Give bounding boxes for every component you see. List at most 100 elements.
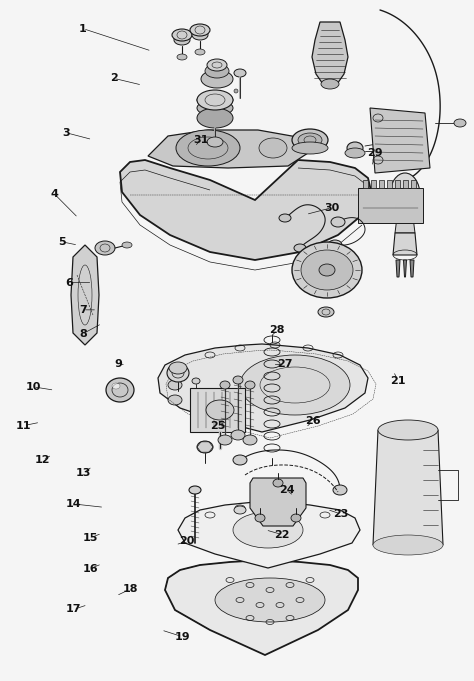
Text: 28: 28: [270, 326, 285, 335]
Ellipse shape: [289, 506, 301, 514]
Ellipse shape: [205, 64, 229, 78]
Text: 10: 10: [26, 382, 41, 392]
Ellipse shape: [262, 496, 274, 504]
Text: 31: 31: [194, 135, 209, 144]
Ellipse shape: [373, 535, 443, 555]
Ellipse shape: [321, 79, 339, 89]
Text: 16: 16: [82, 564, 98, 573]
Text: 3: 3: [63, 128, 70, 138]
Polygon shape: [190, 388, 245, 432]
Ellipse shape: [259, 138, 287, 158]
Text: 24: 24: [279, 486, 294, 495]
Ellipse shape: [167, 364, 189, 382]
Ellipse shape: [197, 108, 233, 128]
Ellipse shape: [192, 30, 208, 40]
Polygon shape: [410, 260, 414, 277]
Ellipse shape: [454, 119, 466, 127]
Ellipse shape: [240, 355, 350, 415]
Polygon shape: [395, 217, 415, 233]
Ellipse shape: [176, 130, 240, 166]
Polygon shape: [403, 260, 407, 277]
Text: 8: 8: [79, 329, 87, 338]
Ellipse shape: [220, 381, 230, 389]
Polygon shape: [379, 180, 384, 188]
Ellipse shape: [207, 137, 223, 147]
Text: 30: 30: [324, 203, 339, 212]
Ellipse shape: [189, 486, 201, 494]
Ellipse shape: [195, 49, 205, 55]
Ellipse shape: [243, 435, 257, 445]
Text: 15: 15: [82, 533, 98, 543]
Ellipse shape: [201, 70, 233, 88]
Ellipse shape: [215, 578, 325, 622]
Ellipse shape: [292, 142, 328, 154]
Ellipse shape: [218, 435, 232, 445]
Polygon shape: [403, 180, 408, 188]
Ellipse shape: [378, 420, 438, 440]
Text: 26: 26: [305, 416, 320, 426]
Ellipse shape: [233, 512, 303, 548]
Ellipse shape: [390, 173, 420, 217]
Polygon shape: [148, 130, 308, 168]
Ellipse shape: [328, 240, 342, 250]
Ellipse shape: [291, 514, 301, 522]
Ellipse shape: [197, 100, 233, 116]
Polygon shape: [411, 180, 416, 188]
Ellipse shape: [197, 90, 233, 110]
Ellipse shape: [233, 455, 247, 465]
Text: 2: 2: [110, 74, 118, 83]
Polygon shape: [371, 180, 376, 188]
Polygon shape: [396, 260, 400, 277]
Ellipse shape: [177, 54, 187, 60]
Text: 12: 12: [35, 455, 50, 464]
Ellipse shape: [345, 148, 365, 158]
Ellipse shape: [292, 242, 362, 298]
Ellipse shape: [192, 378, 200, 384]
Ellipse shape: [234, 506, 246, 514]
Ellipse shape: [106, 378, 134, 402]
Ellipse shape: [231, 430, 245, 440]
Polygon shape: [370, 108, 430, 173]
Polygon shape: [395, 180, 400, 188]
Text: 5: 5: [58, 237, 65, 247]
Text: 1: 1: [79, 24, 87, 33]
Ellipse shape: [279, 214, 291, 222]
Ellipse shape: [292, 129, 328, 151]
Ellipse shape: [331, 217, 345, 227]
Polygon shape: [250, 478, 306, 526]
Text: 11: 11: [16, 421, 31, 430]
Ellipse shape: [206, 400, 234, 420]
Text: 9: 9: [115, 360, 122, 369]
Polygon shape: [358, 188, 423, 223]
Text: 7: 7: [79, 305, 87, 315]
Ellipse shape: [333, 485, 347, 495]
Ellipse shape: [318, 307, 334, 317]
Text: 20: 20: [180, 537, 195, 546]
Text: 6: 6: [65, 278, 73, 287]
Ellipse shape: [190, 24, 210, 36]
Ellipse shape: [168, 365, 182, 375]
Ellipse shape: [95, 241, 115, 255]
Ellipse shape: [347, 142, 363, 154]
Ellipse shape: [197, 441, 213, 453]
Text: 25: 25: [210, 421, 226, 430]
Ellipse shape: [245, 381, 255, 389]
Text: 23: 23: [334, 509, 349, 519]
Text: 19: 19: [175, 632, 190, 642]
Polygon shape: [393, 233, 417, 255]
Ellipse shape: [172, 29, 192, 41]
Polygon shape: [312, 22, 348, 87]
Text: 27: 27: [277, 360, 292, 369]
Ellipse shape: [168, 380, 182, 390]
Polygon shape: [158, 344, 368, 432]
Ellipse shape: [255, 514, 265, 522]
Text: 4: 4: [51, 189, 58, 199]
Ellipse shape: [233, 376, 243, 384]
Polygon shape: [178, 500, 360, 568]
Text: 14: 14: [66, 499, 81, 509]
Polygon shape: [387, 180, 392, 188]
Ellipse shape: [197, 95, 233, 105]
Text: 22: 22: [274, 530, 290, 539]
Text: 29: 29: [367, 148, 382, 158]
Ellipse shape: [319, 264, 335, 276]
